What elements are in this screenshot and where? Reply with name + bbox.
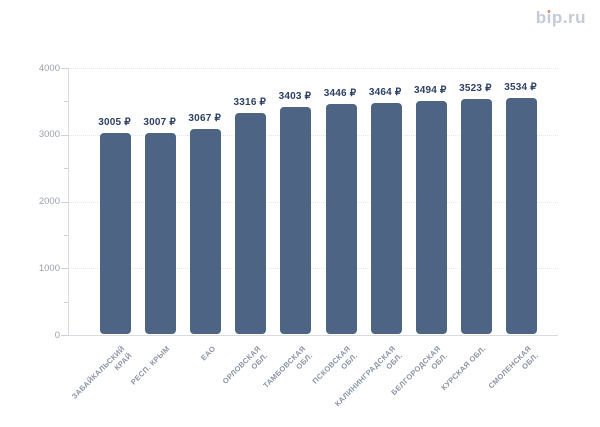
y-tick-label: 1000: [38, 262, 60, 274]
x-category-label: ЗАБАЙКАЛЬСКИЙ КРАЙ: [70, 344, 134, 408]
y-major-tick: [61, 134, 68, 136]
bar-value-label: 3534 ₽: [504, 82, 537, 93]
y-tick-label: 3000: [38, 129, 60, 141]
gridline-2000: [69, 201, 558, 203]
bar-3[interactable]: [190, 129, 222, 334]
x-category-label-line: ЕАО: [198, 344, 218, 363]
bar-value-label: 3446 ₽: [323, 88, 357, 99]
bar-value-label: 3464 ₽: [368, 87, 402, 98]
bar-8[interactable]: [415, 101, 447, 334]
bar-5[interactable]: [280, 107, 312, 334]
bar-6[interactable]: [325, 104, 357, 334]
y-minor-tick: [64, 101, 68, 103]
y-major-tick: [61, 268, 68, 270]
y-minor-tick: [64, 168, 68, 170]
x-category-label: ОРЛОВСКАЯ ОБЛ.: [220, 344, 269, 393]
x-category-label-line: РЕСП. КРЫМ: [129, 344, 172, 387]
bar-10[interactable]: [505, 98, 537, 334]
y-tick-label: 0: [54, 329, 60, 341]
x-category-label: ТАМБОВСКАЯ ОБЛ.: [261, 344, 314, 397]
y-tick-label: 4000: [38, 62, 60, 74]
gridline-1000: [69, 268, 558, 270]
y-minor-tick: [64, 301, 68, 303]
bar-value-label: 3316 ₽: [233, 97, 267, 108]
bar-value-label: 3067 ₽: [188, 113, 222, 124]
y-major-tick: [61, 201, 68, 203]
x-category-label-line: КУРСКАЯ ОБЛ.: [439, 344, 488, 393]
bar-1[interactable]: [100, 133, 131, 334]
gridline-4000: [69, 68, 558, 69]
plot-area: [68, 68, 558, 336]
bar-7[interactable]: [370, 103, 402, 334]
x-category-label: СМОЛЕНСКАЯ ОБЛ.: [486, 344, 540, 398]
logo-letter-i: ı: [546, 8, 552, 27]
bar-4[interactable]: [235, 113, 267, 334]
logo-text: p.ru: [551, 8, 586, 27]
y-major-tick: [61, 68, 68, 69]
logo-text: b: [535, 8, 547, 27]
x-category-label: КУРСКАЯ ОБЛ.: [440, 344, 489, 393]
bar-value-label: 3523 ₽: [459, 83, 492, 94]
bar-value-label: 3005 ₽: [98, 117, 131, 128]
bar-2[interactable]: [145, 133, 177, 334]
y-minor-tick: [64, 234, 68, 236]
y-major-tick: [61, 335, 68, 336]
gridline-3000: [69, 134, 558, 136]
bip-logo[interactable]: bı p.ru: [536, 8, 586, 28]
x-category-label: ЕАО: [199, 344, 218, 363]
bar-value-label: 3494 ₽: [413, 85, 447, 96]
logo-i-dot: [547, 10, 551, 13]
x-category-label: РЕСП. КРЫМ: [129, 344, 172, 387]
bar-value-label: 3007 ₽: [143, 117, 176, 128]
y-tick-label: 2000: [38, 196, 60, 207]
bar-9[interactable]: [460, 99, 492, 334]
bar-value-label: 3403 ₽: [278, 91, 312, 102]
x-category-label-line: ЗАБАЙКАЛЬСКИЙ: [70, 344, 127, 401]
